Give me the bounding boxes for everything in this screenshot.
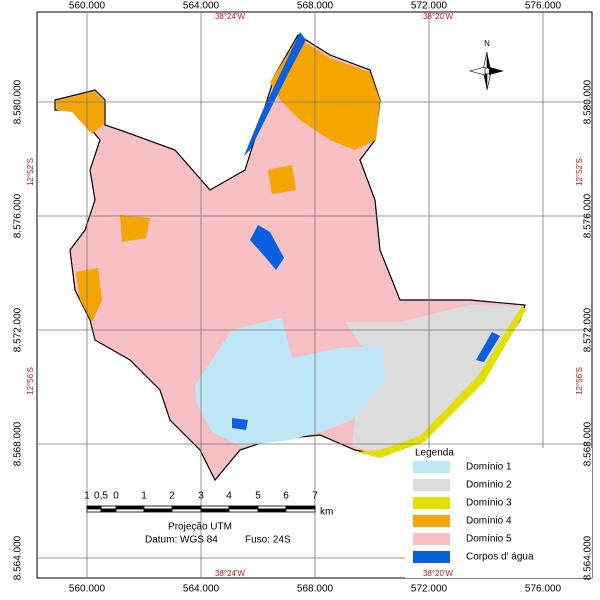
northing-label: 8.572.000: [13, 307, 24, 352]
scale-label: 3: [198, 491, 204, 502]
scale-segment: [86, 505, 102, 510]
grid: [37, 12, 592, 578]
water-body: [232, 418, 248, 430]
northing-label: 8.564.000: [583, 535, 594, 580]
scale-segment: [100, 508, 117, 513]
scale-segment: [200, 505, 230, 510]
scale-segment: [171, 508, 202, 513]
legend-title: Legenda: [415, 448, 454, 459]
easting-label: 568.000: [297, 584, 334, 595]
north-arrow-part: [468, 66, 486, 76]
latitude-label: 12°56'S: [575, 367, 584, 395]
northing-label: 8.568.000: [583, 421, 594, 466]
scale-label: 0: [113, 491, 119, 502]
easting-label: 572.000: [411, 584, 448, 595]
longitude-label: 38°20'W: [423, 12, 454, 21]
legend-swatch: [413, 497, 450, 509]
scale-segment: [143, 505, 173, 510]
domain-4-area: [76, 268, 102, 322]
easting-label: 564.000: [183, 584, 220, 595]
easting-label: 568.000: [297, 1, 334, 12]
latitude-label: 12°56'S: [26, 367, 35, 395]
legend-swatch: [413, 479, 450, 491]
legend-label: Domínio 1: [466, 462, 512, 473]
legend-swatch: [413, 515, 450, 527]
legend-swatch: [413, 533, 450, 545]
legend-label: Domínio 2: [466, 480, 512, 491]
scale-label: 7: [312, 491, 318, 502]
legend-label: Domínio 4: [466, 516, 512, 527]
scale-segment: [257, 508, 287, 513]
projection-datum: Datum: WGS 84: [145, 535, 218, 546]
north-arrow-part: [489, 67, 504, 75]
scale-segment: [228, 508, 259, 513]
scale-label: 5: [255, 491, 261, 502]
scale-label: 2: [169, 491, 175, 502]
longitude-label: 38°24'W: [215, 12, 246, 21]
legend-label: Domínio 3: [466, 498, 512, 509]
domain-2-area: [345, 305, 522, 452]
water-body: [244, 32, 306, 156]
northing-label: 8.576.000: [583, 193, 594, 238]
scale-segment: [100, 505, 117, 510]
scale-bar: 1 0,5 0 1 2 3 4 5 6 7km: [84, 491, 333, 518]
legend-label: Domínio 5: [466, 534, 512, 545]
easting-label: 576.000: [525, 584, 562, 595]
north-arrow-part: [487, 52, 491, 70]
scale-segment: [200, 508, 230, 513]
legend-swatch: [413, 551, 450, 563]
scale-segment: [171, 505, 202, 510]
northing-label: 8.580.000: [583, 79, 594, 124]
domain-4-area: [268, 165, 296, 194]
northing-label: 8.568.000: [13, 421, 24, 466]
water-body: [476, 332, 500, 362]
projection-title: Projeção UTM: [168, 522, 232, 533]
northing-label: 8.580.000: [13, 79, 24, 124]
scale-label: 0,5: [94, 491, 108, 502]
water-body: [250, 225, 284, 270]
scale-segment: [115, 508, 145, 513]
northing-label: 8.576.000: [13, 193, 24, 238]
scale-label: 1: [141, 491, 147, 502]
easting-label: 576.000: [525, 1, 562, 12]
north-arrow-part: [483, 72, 487, 90]
scale-segment: [143, 508, 173, 513]
easting-label: 560.000: [69, 584, 106, 595]
scale-label: 1: [84, 491, 90, 502]
scale-segment: [86, 508, 102, 513]
domain-4-area: [120, 215, 150, 242]
legend-label: Corpos d' água: [466, 552, 534, 563]
domain-4-area: [270, 38, 380, 150]
scale-segment: [257, 505, 287, 510]
north-arrow: N: [468, 39, 504, 91]
latitude-label: 12°52'S: [575, 158, 584, 186]
longitude-label: 38°20'W: [423, 569, 454, 578]
easting-label: 572.000: [411, 1, 448, 12]
easting-label: 560.000: [69, 1, 106, 12]
scale-label: 6: [283, 491, 289, 502]
legend-swatch: [413, 461, 450, 473]
scale-label: 4: [226, 491, 232, 502]
latitude-label: 12°52'S: [26, 158, 35, 186]
scale-segment: [115, 505, 145, 510]
scale-unit: km: [320, 507, 333, 518]
scale-segment: [228, 505, 259, 510]
northing-label: 8.564.000: [13, 535, 24, 580]
north-label: N: [484, 39, 490, 48]
scale-segment: [285, 505, 316, 510]
projection-zone: Fuso: 24S: [245, 535, 291, 546]
longitude-label: 38°24'W: [215, 569, 246, 578]
easting-label: 564.000: [183, 1, 220, 12]
scale-segment: [285, 508, 316, 513]
northing-label: 8.572.000: [583, 307, 594, 352]
domain-1-area: [195, 318, 386, 446]
